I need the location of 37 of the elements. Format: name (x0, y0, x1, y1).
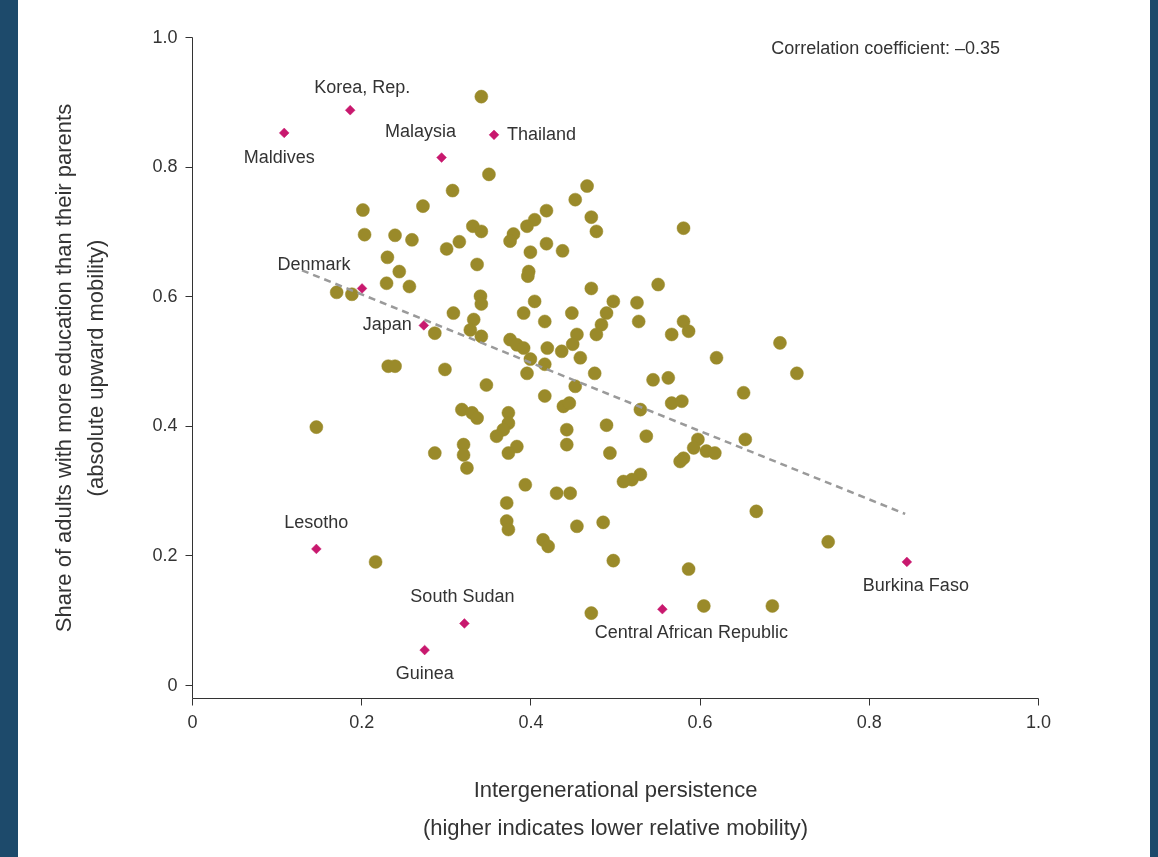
point (345, 105, 356, 116)
annotation: Thailand (507, 123, 577, 144)
y-tick-label: 0.2 (152, 544, 178, 565)
annotation: Burkina Faso (862, 574, 969, 595)
x-tick-label: 0.8 (856, 711, 882, 732)
annotation: Denmark (277, 254, 352, 275)
point (279, 127, 290, 139)
x-tick-label: 0.2 (349, 711, 375, 732)
y-tick-label: 1.0 (152, 26, 178, 47)
x-tick-label: 0.6 (687, 711, 713, 732)
y-tick-label: 0.4 (152, 415, 178, 436)
point (657, 604, 668, 615)
point (436, 152, 447, 163)
point (901, 556, 912, 568)
y-tick-label: 0 (167, 674, 178, 695)
x-tick-label: 0 (187, 711, 198, 732)
point (356, 283, 368, 294)
annotation: Maldives (243, 146, 315, 167)
x-tick-label: 1.0 (1025, 711, 1052, 732)
y-tick-label: 0.8 (152, 156, 178, 177)
annotation: Malaysia (385, 120, 458, 141)
annotation: Lesotho (284, 511, 349, 532)
annotation: Central African Republic (594, 622, 788, 643)
annotation: Korea, Rep. (314, 77, 411, 98)
point (459, 618, 470, 629)
x-tick-label: 0.4 (518, 711, 544, 732)
annotation: Correlation coefficient: –0.35 (771, 38, 1000, 58)
x-axis-title: Intergenerational persistence (higher indicates lower relative mobility) (422, 776, 809, 840)
annotation: South Sudan (410, 586, 515, 607)
y-axis-title: Share of adults with more education than their parents (absolute upward mobility) (51, 103, 109, 633)
point (419, 644, 430, 656)
y-tick-label: 0.6 (152, 285, 178, 306)
annotation: Guinea (395, 663, 455, 684)
point (418, 320, 429, 331)
annotation: Japan (362, 314, 412, 335)
point (311, 543, 322, 555)
point (488, 129, 500, 140)
